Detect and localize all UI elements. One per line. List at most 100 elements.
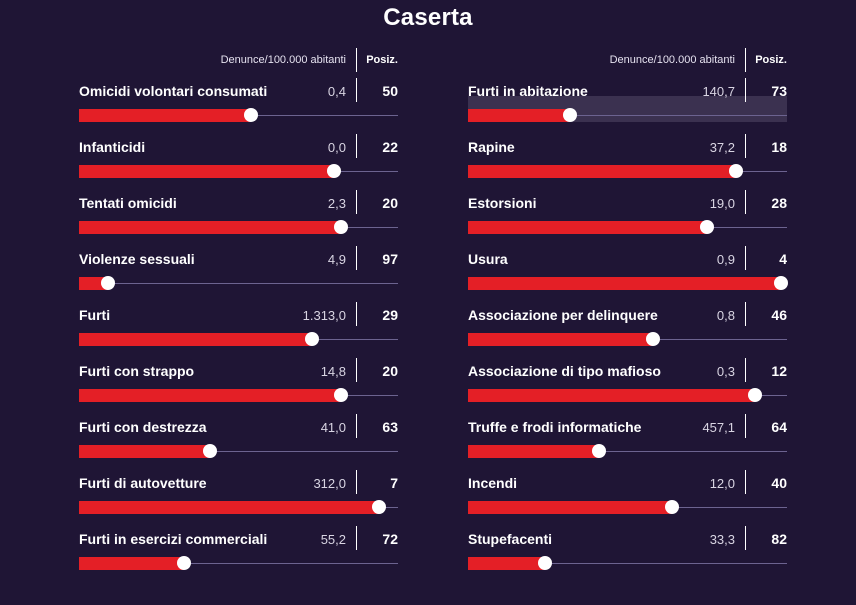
indicator-label: Truffe e frodi informatiche — [468, 419, 642, 435]
indicator-rank: 28 — [771, 195, 787, 211]
indicator-row[interactable]: Omicidi volontari consumati 0,4 50 — [79, 74, 398, 130]
indicator-row[interactable]: Furti 1.313,0 29 — [79, 298, 398, 354]
bar-fill — [468, 501, 673, 514]
left-column: Denunce/100.000 abitanti Posiz. Omicidi … — [79, 46, 398, 578]
value-divider — [745, 470, 746, 494]
indicator-rank: 22 — [382, 139, 398, 155]
indicator-rank: 97 — [382, 251, 398, 267]
bar-fill — [79, 109, 252, 122]
column-header: Denunce/100.000 abitanti Posiz. — [79, 46, 398, 74]
indicator-row[interactable]: Furti in esercizi commerciali 55,2 72 — [79, 522, 398, 578]
value-divider — [356, 414, 357, 438]
indicator-label: Estorsioni — [468, 195, 537, 211]
indicator-row[interactable]: Violenze sessuali 4,9 97 — [79, 242, 398, 298]
value-divider — [356, 190, 357, 214]
indicator-row[interactable]: Furti con strappo 14,8 20 — [79, 354, 398, 410]
value-divider — [745, 190, 746, 214]
bar-marker — [327, 164, 342, 178]
column-header: Denunce/100.000 abitanti Posiz. — [468, 46, 787, 74]
indicator-value: 457,1 — [702, 420, 735, 435]
value-divider — [745, 414, 746, 438]
indicator-row[interactable]: Furti di autovetture 312,0 7 — [79, 466, 398, 522]
indicator-value: 140,7 — [702, 84, 735, 99]
indicator-rank: 46 — [771, 307, 787, 323]
indicator-label: Furti con destrezza — [79, 419, 207, 435]
indicator-rank: 12 — [771, 363, 787, 379]
indicator-value: 41,0 — [320, 420, 346, 435]
indicator-value: 55,2 — [320, 532, 346, 547]
bar-marker — [333, 388, 348, 402]
indicator-row[interactable]: Infanticidi 0,0 22 — [79, 130, 398, 186]
indicator-row[interactable]: Associazione per delinquere 0,8 46 — [468, 298, 787, 354]
bar-track — [468, 451, 787, 452]
bar-track — [79, 563, 398, 564]
indicator-value: 0,3 — [716, 364, 735, 379]
bar-track — [79, 283, 398, 284]
bar-fill — [468, 165, 736, 178]
indicator-label: Tentati omicidi — [79, 195, 177, 211]
indicator-value: 0,9 — [716, 252, 735, 267]
indicator-rank: 20 — [382, 195, 398, 211]
indicator-rank: 64 — [771, 419, 787, 435]
bar-marker — [563, 108, 578, 122]
value-divider — [745, 358, 746, 382]
bar-marker — [665, 500, 680, 514]
indicator-label: Usura — [468, 251, 508, 267]
indicator-rank: 4 — [779, 251, 787, 267]
bar-marker — [537, 556, 552, 570]
indicator-row[interactable]: Incendi 12,0 40 — [468, 466, 787, 522]
value-divider — [356, 526, 357, 550]
bar-marker — [177, 556, 192, 570]
right-column: Denunce/100.000 abitanti Posiz. Furti in… — [468, 46, 788, 578]
bar-fill — [468, 445, 599, 458]
indicator-value: 4,9 — [327, 252, 346, 267]
bar-fill — [468, 109, 571, 122]
indicator-row[interactable]: Furti con destrezza 41,0 63 — [79, 410, 398, 466]
indicator-value: 14,8 — [320, 364, 346, 379]
value-divider — [745, 302, 746, 326]
indicator-row[interactable]: Usura 0,9 4 — [468, 242, 788, 298]
bar-marker — [333, 220, 348, 234]
bar-track — [468, 115, 787, 116]
indicator-row[interactable]: Stupefacenti 33,3 82 — [468, 522, 787, 578]
indicator-rank: 40 — [771, 475, 787, 491]
bar-marker — [591, 444, 606, 458]
indicator-label: Furti con strappo — [79, 363, 195, 379]
position-header: Posiz. — [755, 54, 787, 66]
bar-fill — [79, 445, 210, 458]
bar-track — [468, 563, 787, 564]
indicator-value: 1.313,0 — [302, 308, 346, 323]
bar-fill — [79, 501, 379, 514]
indicator-row[interactable]: Associazione di tipo mafioso 0,3 12 — [468, 354, 787, 410]
indicator-value: 2,3 — [327, 196, 346, 211]
indicator-label: Infanticidi — [79, 139, 146, 155]
right-rows: Furti in abitazione 140,7 73 Rapine 37,2 18 Es… — [468, 74, 788, 578]
indicator-row[interactable]: Tentati omicidi 2,3 20 — [79, 186, 398, 242]
bar-track — [79, 451, 398, 452]
indicator-value: 19,0 — [709, 196, 735, 211]
bar-marker — [728, 164, 743, 178]
indicator-row[interactable]: Furti in abitazione 140,7 73 — [468, 74, 787, 130]
bar-fill — [79, 165, 335, 178]
bar-marker — [202, 444, 217, 458]
bar-marker — [700, 220, 715, 234]
indicator-row[interactable]: Estorsioni 19,0 28 — [468, 186, 787, 242]
bar-fill — [468, 277, 781, 290]
indicator-rank: 82 — [771, 531, 787, 547]
indicator-rank: 18 — [771, 139, 787, 155]
value-divider — [745, 134, 746, 158]
indicator-row[interactable]: Rapine 37,2 18 — [468, 130, 787, 186]
bar-fill — [79, 389, 341, 402]
position-header: Posiz. — [366, 54, 398, 66]
bar-marker — [646, 332, 661, 346]
indicator-label: Furti di autovetture — [79, 475, 207, 491]
indicator-rank: 7 — [390, 475, 398, 491]
indicator-label: Furti in esercizi commerciali — [79, 531, 268, 547]
denunce-header: Denunce/100.000 abitanti — [609, 54, 735, 66]
indicator-label: Associazione per delinquere — [468, 307, 658, 323]
indicator-rank: 20 — [382, 363, 398, 379]
indicator-row[interactable]: Truffe e frodi informatiche 457,1 64 — [468, 410, 787, 466]
indicator-value: 0,8 — [716, 308, 735, 323]
value-divider — [745, 78, 746, 102]
page-title: Caserta — [383, 4, 473, 31]
